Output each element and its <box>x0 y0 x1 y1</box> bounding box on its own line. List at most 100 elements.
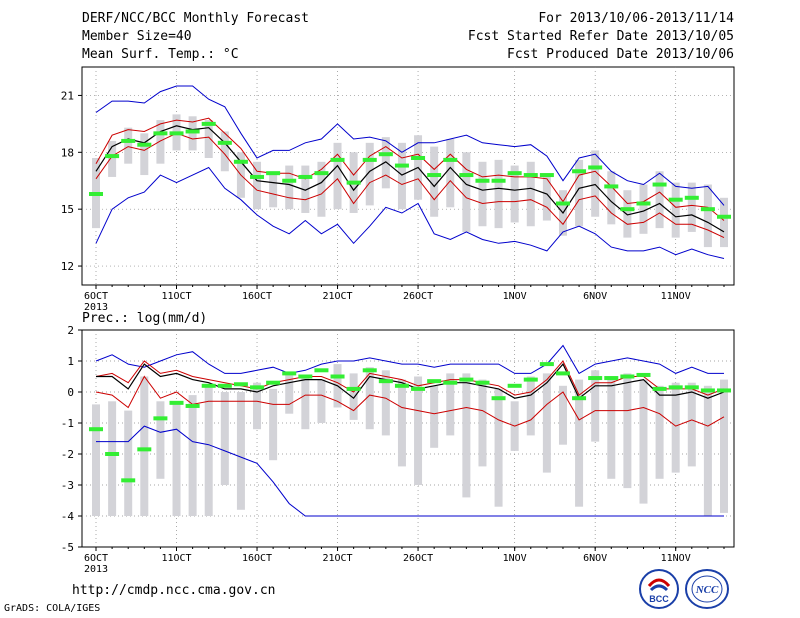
ensemble-box <box>703 385 712 516</box>
observed-marker <box>588 165 603 170</box>
observed-marker <box>717 388 731 393</box>
ensemble-box <box>204 385 213 516</box>
observed-marker <box>700 207 715 212</box>
observed-marker <box>153 416 168 421</box>
observed-marker <box>652 182 667 187</box>
observed-marker <box>523 173 538 178</box>
series-line-max <box>95 85 725 206</box>
ensemble-box <box>575 379 584 507</box>
observed-marker <box>89 427 103 432</box>
observed-marker <box>201 383 216 388</box>
ensemble-box <box>285 165 294 210</box>
observed-marker <box>250 385 265 390</box>
ensemble-box <box>446 373 455 436</box>
series-line-min <box>96 425 724 517</box>
observed-marker <box>394 383 409 388</box>
observed-marker <box>443 380 458 385</box>
ensemble-box <box>204 120 213 158</box>
ncc-logo: NCC <box>685 569 729 609</box>
observed-marker <box>121 138 136 143</box>
x-tick-year-label: 2013 <box>84 564 108 575</box>
observed-marker <box>475 380 490 385</box>
observed-marker <box>298 374 313 379</box>
ensemble-box <box>108 140 117 177</box>
observed-marker <box>636 372 651 377</box>
observed-marker <box>684 385 699 390</box>
ensemble-box <box>687 382 696 467</box>
series-line-lower <box>95 132 725 239</box>
series-line-lower <box>95 375 725 427</box>
svg-text:NCC: NCC <box>695 584 719 596</box>
ensemble-box <box>703 184 712 248</box>
observed-marker <box>443 157 458 162</box>
observed-marker <box>572 396 587 401</box>
observed-marker <box>459 377 474 382</box>
ensemble-box <box>655 171 664 229</box>
observed-marker <box>491 178 506 183</box>
observed-marker <box>282 178 297 183</box>
observed-marker <box>652 386 667 391</box>
ensemble-box <box>526 376 535 436</box>
observed-marker <box>588 376 603 381</box>
x-tick-label: 16OCT <box>242 291 272 302</box>
observed-marker <box>153 131 168 136</box>
observed-marker <box>137 447 152 452</box>
ensemble-box <box>140 133 149 176</box>
x-tick-label: 6NOV <box>583 291 607 302</box>
ensemble-box <box>430 146 439 217</box>
observed-marker <box>620 374 635 379</box>
observed-marker <box>362 157 377 162</box>
series-line-min <box>95 166 725 259</box>
x-tick-label: 6OCT <box>84 553 108 564</box>
series-line-max <box>95 344 724 375</box>
ensemble-box <box>720 379 728 513</box>
observed-marker <box>717 214 731 219</box>
x-tick-label: 11NOV <box>661 553 691 564</box>
ensemble-box <box>188 395 197 516</box>
ensemble-box <box>220 392 229 485</box>
ensemble-box <box>381 370 390 436</box>
observed-marker <box>266 171 281 176</box>
observed-marker <box>362 368 377 373</box>
ensemble-box <box>526 161 535 227</box>
ensemble-box <box>591 370 600 442</box>
plot-frame-1 <box>81 66 735 286</box>
ensemble-box <box>397 379 406 467</box>
observed-marker <box>169 131 184 136</box>
ensemble-box <box>542 373 551 473</box>
observed-marker <box>684 195 699 200</box>
footer-url[interactable]: http://cmdp.ncc.cma.gov.cn <box>72 583 276 598</box>
ensemble-box <box>494 159 503 229</box>
observed-marker <box>572 169 587 174</box>
observed-marker <box>427 173 442 178</box>
observed-marker <box>394 163 409 168</box>
observed-marker <box>668 197 683 202</box>
start-refer-date-label: Fcst Started Refer Date 2013/10/05 <box>467 29 734 44</box>
observed-marker <box>539 173 554 178</box>
observed-marker <box>427 379 442 384</box>
observed-marker <box>475 178 490 183</box>
observed-marker <box>105 154 120 159</box>
observed-marker <box>217 383 232 388</box>
ensemble-box <box>397 142 406 210</box>
ensemble-box <box>607 171 616 225</box>
plot-frame-2 <box>81 329 735 548</box>
svg-text:BCC: BCC <box>649 594 669 604</box>
ensemble-box <box>591 150 600 217</box>
y-tick-label: 18 <box>61 146 74 159</box>
ensemble-box <box>285 373 294 414</box>
ensemble-box <box>381 137 390 189</box>
observed-marker <box>346 180 361 185</box>
observed-marker <box>233 159 248 164</box>
ensemble-box <box>253 382 262 430</box>
ensemble-box <box>478 161 487 227</box>
observed-marker <box>185 403 200 408</box>
ensemble-box <box>317 379 326 423</box>
ensemble-box <box>720 197 728 248</box>
ensemble-box <box>430 385 439 448</box>
observed-marker <box>378 379 393 384</box>
y-tick-label: 12 <box>61 260 74 273</box>
observed-marker <box>523 377 538 382</box>
observed-marker <box>507 383 522 388</box>
